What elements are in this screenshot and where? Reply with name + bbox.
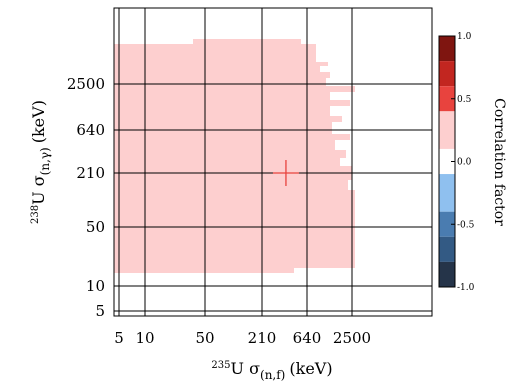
colorbar-segment (439, 36, 455, 62)
y-tick-label: 210 (76, 164, 105, 182)
x-tick-label: 210 (248, 329, 277, 347)
colorbar-tick-label: 0.5 (457, 95, 472, 105)
colorbar-tick-label: -0.5 (457, 220, 475, 230)
y-axis-label: 238U σ(n,γ)(keV) (29, 100, 52, 224)
colorbar-tick-label: 0.0 (457, 158, 472, 168)
y-tick-label: 10 (86, 277, 105, 295)
colorbar-segment (439, 86, 455, 112)
correlation-fill (114, 39, 355, 273)
colorbar-title: Correlation factor (491, 98, 507, 226)
y-tick-label: 2500 (67, 75, 105, 93)
colorbar-segment (439, 61, 455, 87)
colorbar-segment (439, 111, 455, 149)
x-tick-label: 640 (293, 329, 322, 347)
y-tick-label: 50 (86, 218, 105, 236)
colorbar-segment (439, 174, 455, 212)
colorbar-tick-label: 1.0 (457, 32, 472, 42)
x-axis-label: 235U σ(n,f) (keV) (211, 359, 332, 382)
ticks: 5 10 50 210 640 2500 5 10 50 210 640 2500 (67, 75, 371, 347)
reference-marker (272, 160, 299, 186)
x-tick-label: 2500 (333, 329, 371, 347)
y-tick-label: 640 (76, 121, 105, 139)
grid (114, 8, 432, 316)
colorbar-segment (439, 261, 455, 287)
x-tick-label: 50 (195, 329, 214, 347)
y-tick-label: 5 (95, 302, 105, 320)
colorbar-segment (439, 148, 455, 175)
x-tick-label: 10 (135, 329, 154, 347)
colorbar-segment (439, 211, 455, 237)
colorbar-tick-label: -1.0 (457, 283, 475, 293)
colorbar: 1.0 0.5 0.0 -0.5 -1.0 (438, 32, 475, 293)
plot-frame (113, 7, 433, 317)
correlation-region (114, 39, 355, 273)
colorbar-segment (439, 236, 455, 262)
x-tick-label: 5 (114, 329, 124, 347)
